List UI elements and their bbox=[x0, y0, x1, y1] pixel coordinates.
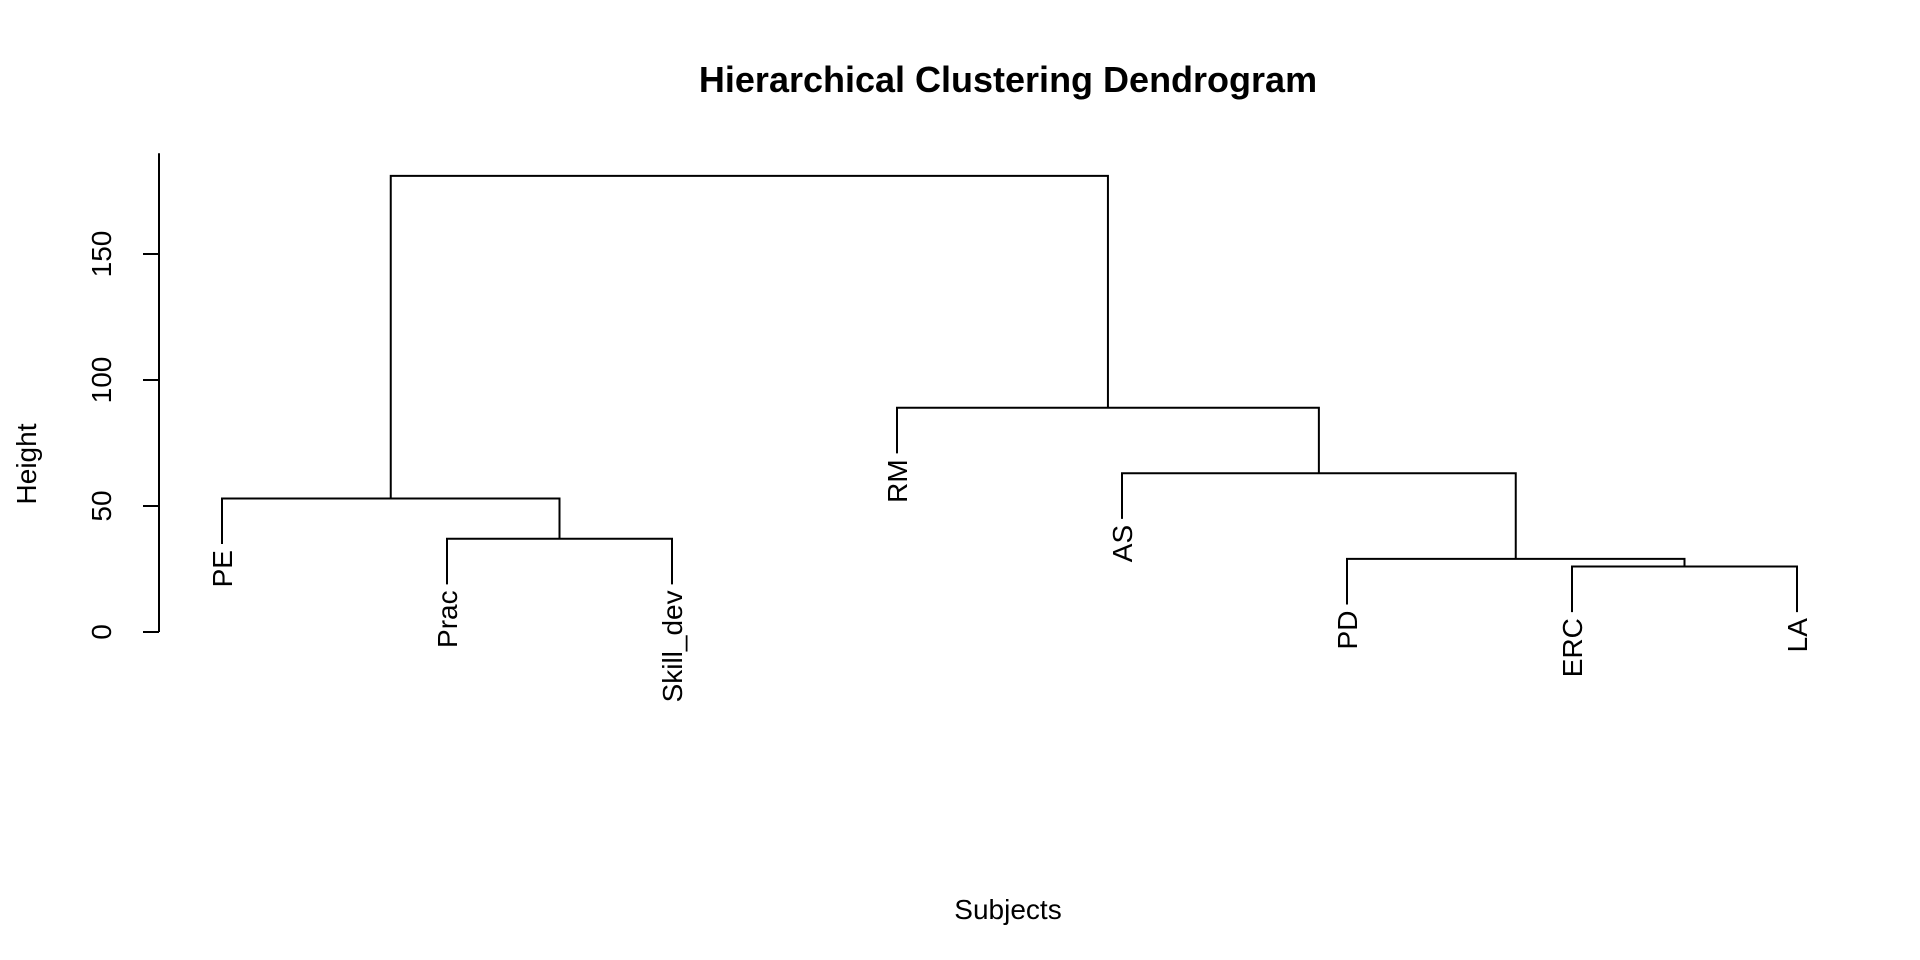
leaf-label: ERC bbox=[1557, 618, 1588, 677]
leaf-label: AS bbox=[1107, 525, 1138, 562]
y-tick-label: 0 bbox=[86, 624, 117, 640]
merge-link bbox=[389, 174, 1109, 499]
merge-link bbox=[221, 497, 561, 545]
y-tick-label: 150 bbox=[86, 231, 117, 278]
y-axis: 0 50 100 150 bbox=[86, 153, 160, 640]
dendrogram-tree bbox=[221, 174, 1798, 613]
leaf-label: RM bbox=[882, 459, 913, 503]
merge-link bbox=[1571, 565, 1798, 613]
y-tick-label: 50 bbox=[86, 490, 117, 521]
y-axis-title: Height bbox=[11, 423, 42, 504]
merge-link bbox=[1121, 472, 1517, 559]
chart-title: Hierarchical Clustering Dendrogram bbox=[699, 59, 1317, 100]
leaf-label: LA bbox=[1782, 618, 1813, 653]
merge-link bbox=[896, 406, 1320, 474]
x-axis-title: Subjects bbox=[954, 894, 1061, 925]
leaf-label: Prac bbox=[432, 590, 463, 648]
leaf-label: PE bbox=[207, 550, 238, 587]
merge-link bbox=[446, 537, 673, 585]
leaf-label: Skill_dev bbox=[657, 590, 688, 702]
leaf-labels: PE Prac Skill_dev RM AS PD ERC LA bbox=[207, 459, 1813, 702]
leaf-label: PD bbox=[1332, 611, 1363, 650]
y-tick-label: 100 bbox=[86, 357, 117, 404]
